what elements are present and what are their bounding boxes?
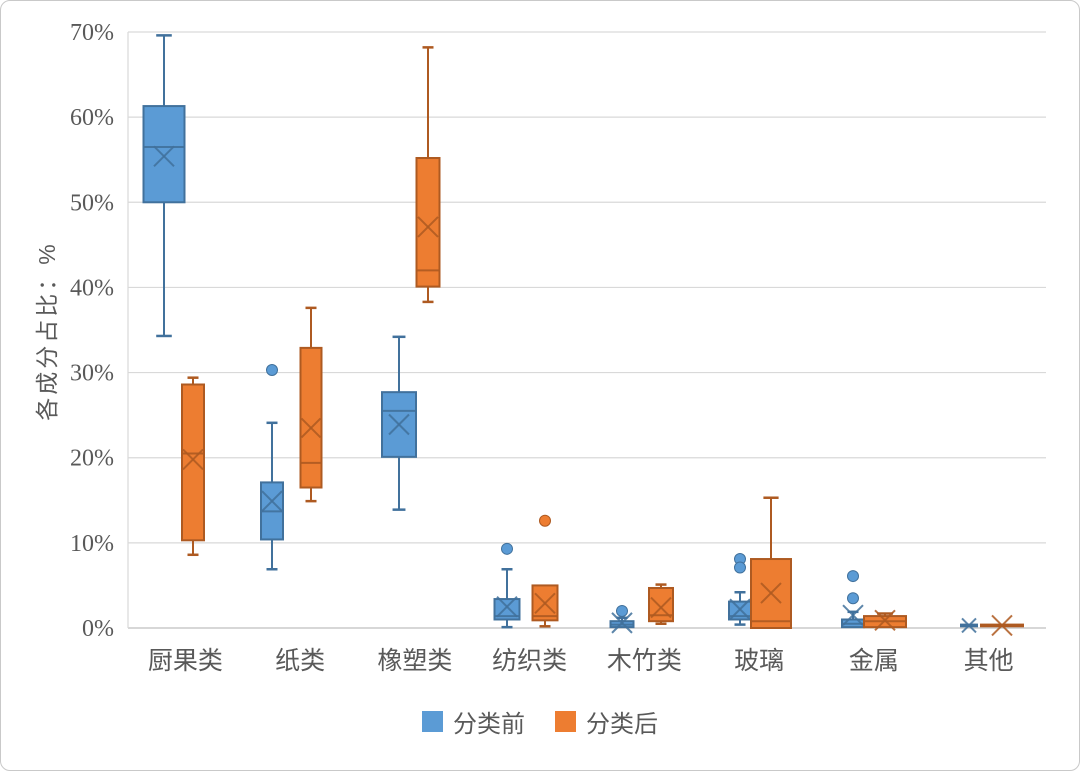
x-category-label: 金属 [849, 647, 899, 675]
mean-marker [534, 592, 556, 615]
mean-marker [261, 490, 283, 512]
box-分类后-橡塑类 [415, 46, 441, 304]
x-category-label: 纸类 [275, 647, 325, 675]
box-分类后-金属 [863, 609, 907, 632]
box-分类前-纸类 [260, 364, 284, 571]
box-分类前-厨果类 [142, 34, 186, 338]
outlier-dot [847, 570, 859, 583]
mean-marker [729, 598, 751, 620]
box-rect [415, 157, 441, 288]
box-rect [181, 383, 205, 542]
box-分类前-金属 [841, 570, 865, 629]
outlier-dot [266, 364, 278, 377]
x-category-label: 木竹类 [607, 647, 682, 675]
legend-swatch-after-icon [555, 711, 576, 732]
outlier-dot [539, 514, 551, 527]
y-tick-label: 30% [70, 361, 114, 387]
y-tick-label: 70% [70, 20, 114, 46]
y-tick-label: 10% [70, 531, 114, 557]
box-分类前-玻璃 [728, 553, 752, 626]
box-分类前-其他 [960, 617, 978, 634]
y-axis-title: 各成分占比：% [34, 241, 60, 421]
box-分类后-其他 [980, 614, 1024, 637]
outlier-dot [616, 604, 628, 617]
mean-marker [153, 145, 175, 168]
box-分类后-木竹类 [648, 583, 674, 625]
mean-marker [182, 448, 204, 471]
mean-marker [991, 614, 1013, 637]
box-分类后-纸类 [299, 306, 323, 503]
legend-item-before: 分类前 [422, 704, 525, 739]
y-tick-label: 20% [70, 446, 114, 472]
x-category-label: 其他 [964, 647, 1014, 675]
mean-marker [300, 417, 322, 439]
box-分类后-玻璃 [750, 496, 792, 630]
legend: 分类前 分类后 [1, 704, 1079, 739]
x-category-label: 橡塑类 [377, 647, 452, 675]
mean-marker [417, 216, 439, 238]
y-tick-label: 50% [70, 190, 114, 216]
mean-marker [760, 582, 782, 604]
legend-swatch-before-icon [422, 711, 443, 732]
box-rect [142, 105, 186, 204]
box-分类后-纺织类 [531, 514, 559, 628]
x-category-label: 玻璃 [734, 647, 784, 675]
box-分类前-橡塑类 [381, 335, 417, 511]
y-tick-label: 40% [70, 275, 114, 301]
legend-label-before: 分类前 [453, 711, 525, 738]
box-分类后-厨果类 [181, 376, 205, 557]
x-category-label: 厨果类 [148, 647, 223, 675]
box-分类前-纺织类 [493, 542, 521, 629]
box-分类前-木竹类 [609, 604, 635, 634]
legend-item-after: 分类后 [555, 704, 658, 739]
mean-marker [650, 596, 672, 619]
x-category-label: 纺织类 [492, 647, 567, 675]
mean-marker [611, 612, 633, 634]
y-tick-label: 0% [82, 616, 114, 642]
legend-label-after: 分类后 [586, 711, 658, 738]
mean-marker [842, 604, 864, 626]
mean-marker [874, 609, 896, 632]
outlier-dot [734, 561, 746, 574]
mean-marker [388, 413, 410, 436]
outlier-dot [847, 592, 859, 605]
outlier-dot [501, 542, 513, 555]
y-tick-label: 60% [70, 105, 114, 131]
box-rect [299, 346, 323, 489]
mean-marker [496, 596, 518, 618]
mean-marker [961, 617, 977, 634]
